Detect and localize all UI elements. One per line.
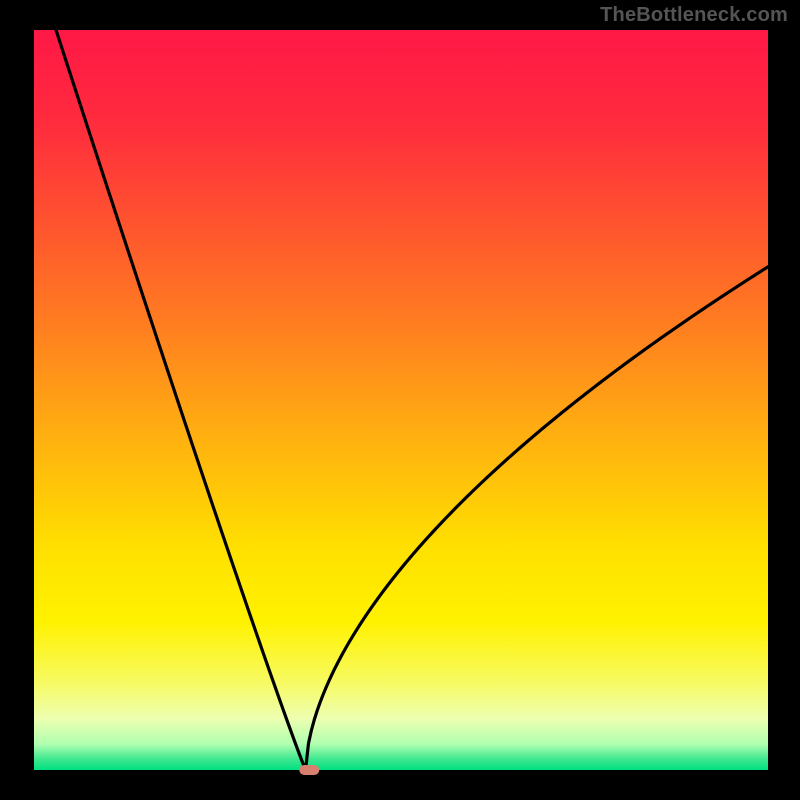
- watermark-text: TheBottleneck.com: [600, 4, 788, 27]
- plot-background: [34, 30, 768, 770]
- bottleneck-chart: [0, 0, 800, 800]
- minimum-marker: [299, 765, 319, 775]
